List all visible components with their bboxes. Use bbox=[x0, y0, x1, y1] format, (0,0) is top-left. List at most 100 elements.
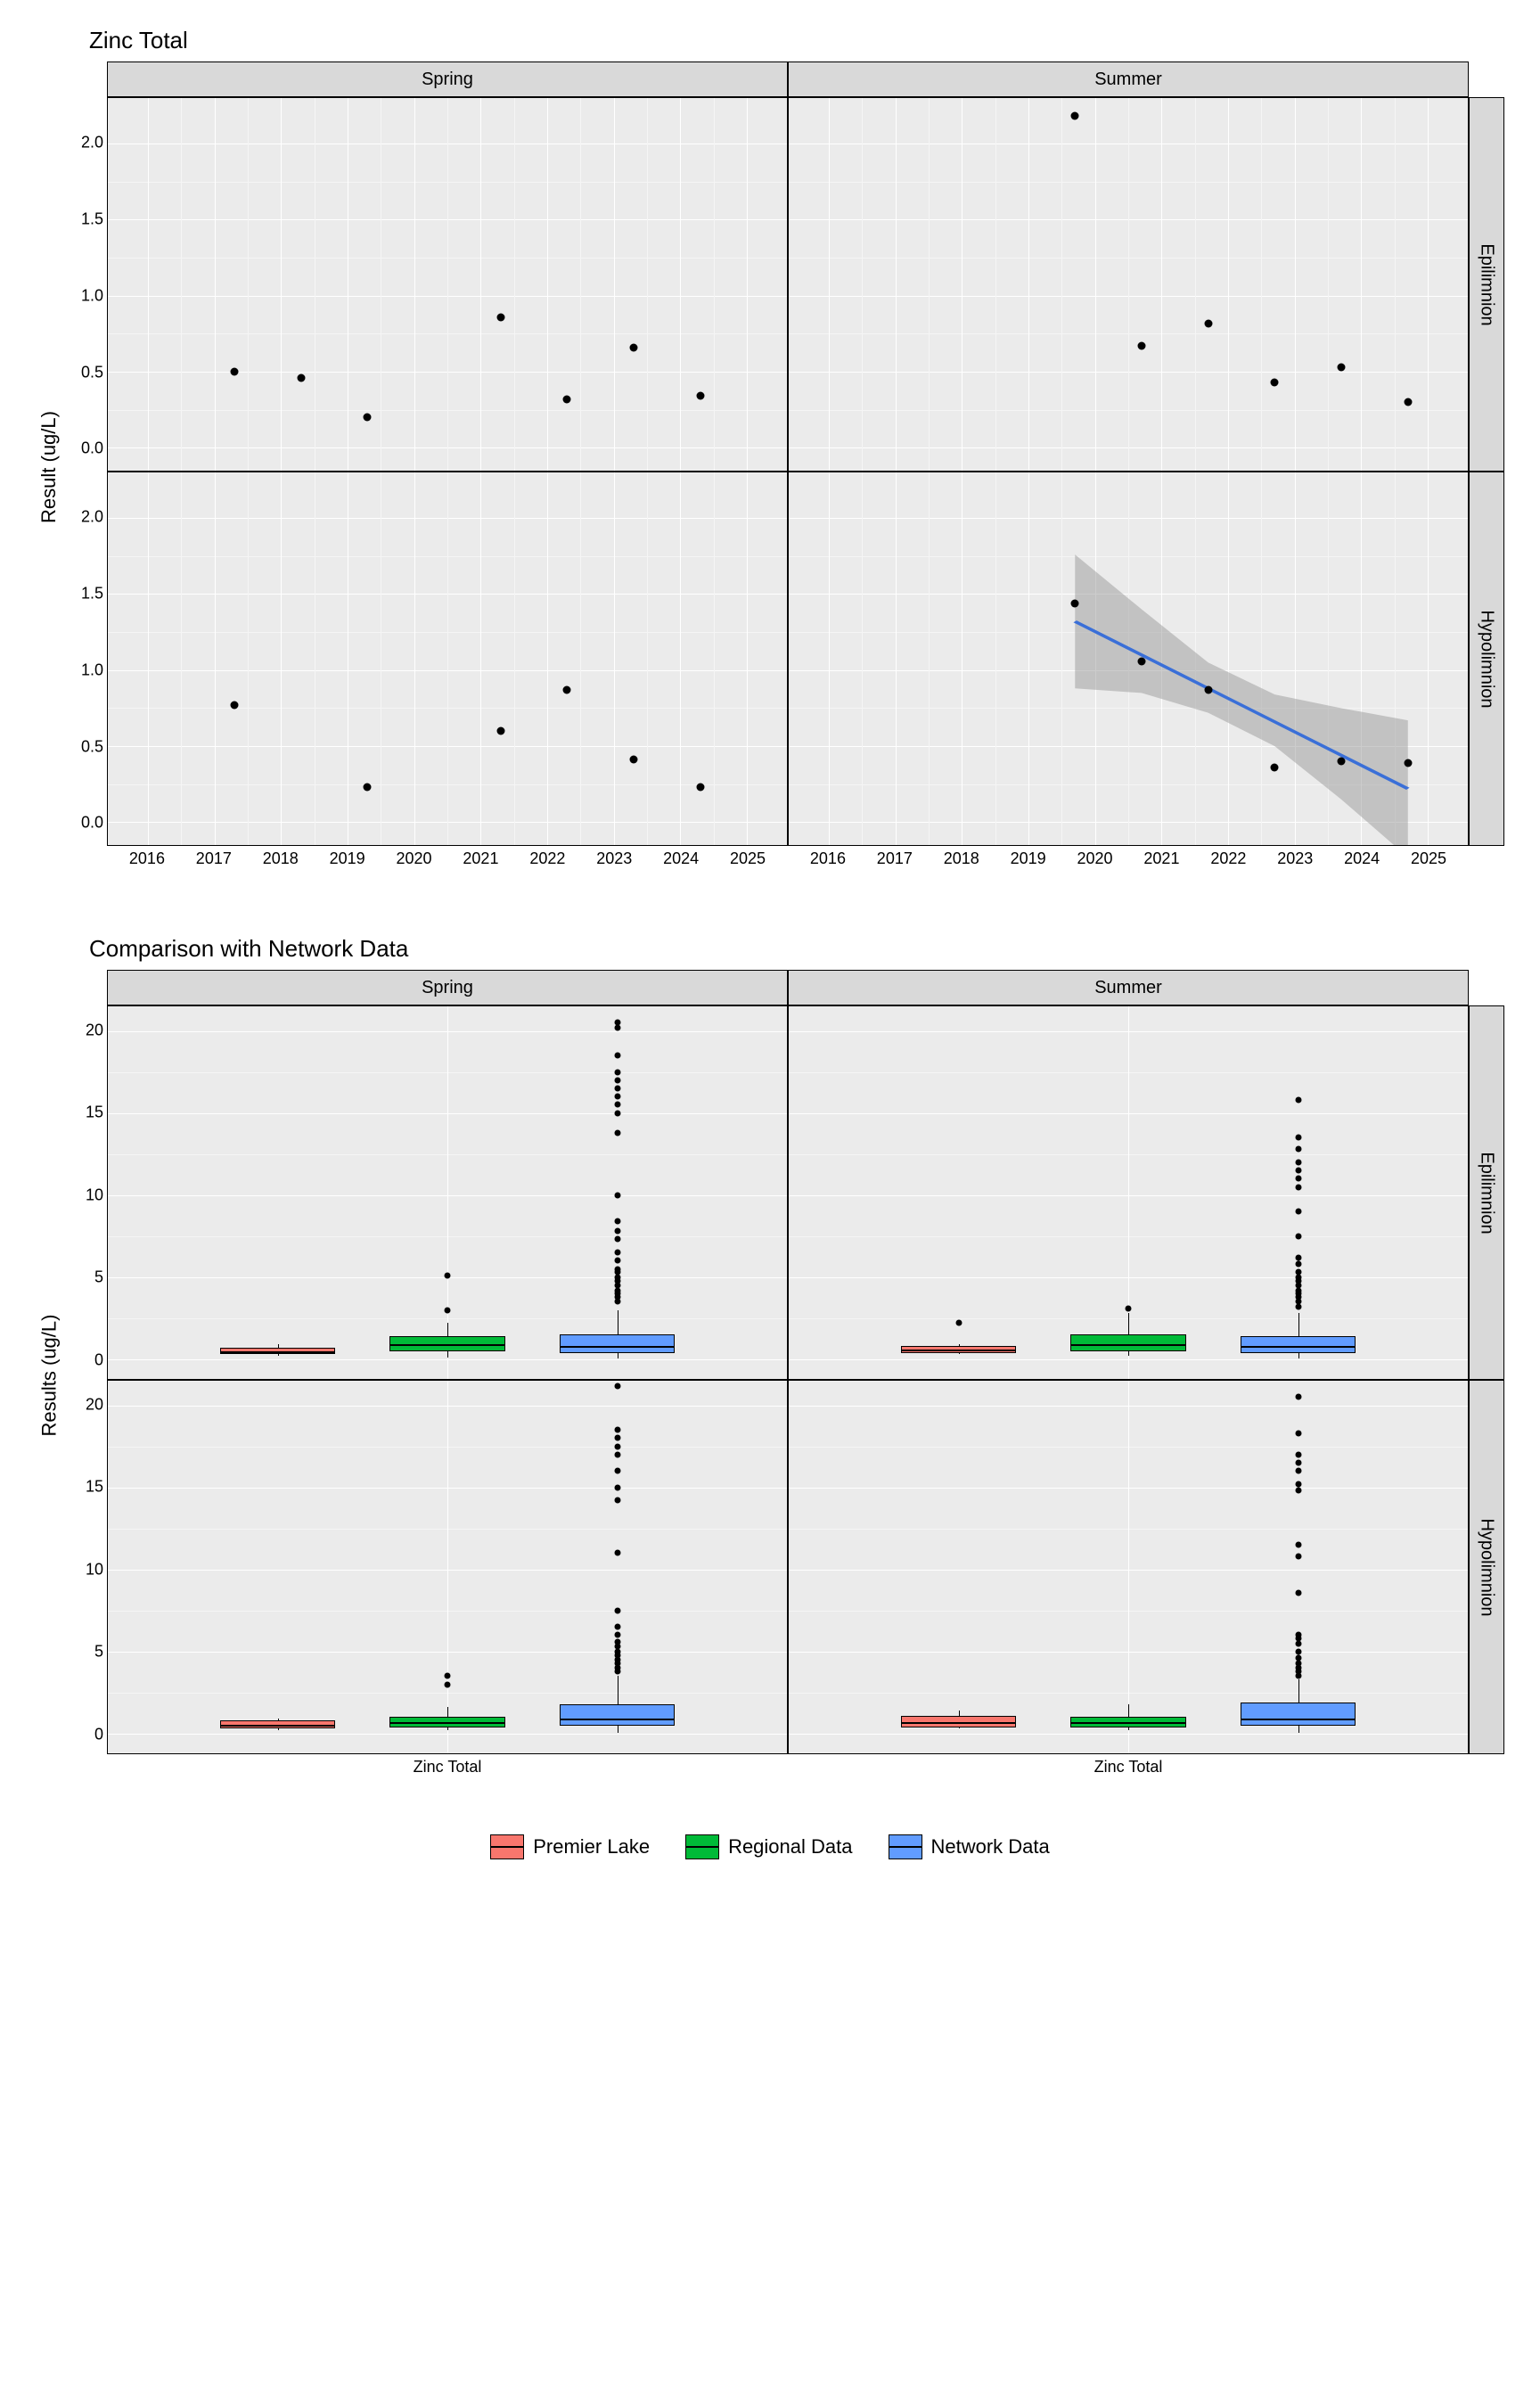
outlier-point bbox=[614, 1427, 620, 1433]
data-point bbox=[1404, 759, 1412, 767]
data-point bbox=[1204, 319, 1212, 327]
outlier-point bbox=[614, 1498, 620, 1504]
outlier-point bbox=[1295, 1451, 1301, 1457]
outlier-point bbox=[614, 1250, 620, 1256]
data-point bbox=[696, 784, 704, 792]
legend-item: Network Data bbox=[889, 1834, 1050, 1859]
bottom-chart-title: Comparison with Network Data bbox=[89, 935, 1504, 963]
data-point bbox=[1404, 398, 1412, 406]
outlier-point bbox=[1295, 1488, 1301, 1494]
data-point bbox=[630, 343, 638, 351]
facet-col-header: Summer bbox=[788, 62, 1469, 97]
box bbox=[220, 1348, 336, 1354]
data-point bbox=[1338, 363, 1346, 371]
outlier-point bbox=[1295, 1096, 1301, 1103]
outlier-point bbox=[1295, 1460, 1301, 1466]
outlier-point bbox=[1295, 1481, 1301, 1488]
facet-col-header: Summer bbox=[788, 970, 1469, 1005]
outlier-point bbox=[614, 1550, 620, 1556]
outlier-point bbox=[1295, 1168, 1301, 1174]
outlier-point bbox=[614, 1632, 620, 1638]
outlier-point bbox=[614, 1236, 620, 1243]
outlier-point bbox=[1126, 1305, 1132, 1311]
outlier-point bbox=[1295, 1176, 1301, 1182]
data-point bbox=[496, 727, 504, 735]
data-point bbox=[364, 784, 372, 792]
outlier-point bbox=[614, 1383, 620, 1389]
data-point bbox=[1204, 685, 1212, 693]
outlier-point bbox=[614, 1086, 620, 1092]
box bbox=[1070, 1717, 1186, 1727]
outlier-point bbox=[1295, 1261, 1301, 1268]
top-ylabel: Result (ug/L) bbox=[37, 411, 61, 523]
outlier-point bbox=[614, 1129, 620, 1136]
outlier-point bbox=[1295, 1554, 1301, 1560]
outlier-point bbox=[614, 1053, 620, 1059]
facet-row-header: Epilimnion bbox=[1469, 97, 1504, 472]
box bbox=[901, 1716, 1017, 1727]
outlier-point bbox=[614, 1451, 620, 1457]
outlier-point bbox=[614, 1638, 620, 1645]
outlier-point bbox=[1295, 1632, 1301, 1638]
legend-item: Premier Lake bbox=[490, 1834, 650, 1859]
box bbox=[901, 1346, 1017, 1352]
data-point bbox=[496, 313, 504, 321]
outlier-point bbox=[614, 1192, 620, 1198]
outlier-point bbox=[1295, 1655, 1301, 1662]
data-point bbox=[1137, 342, 1145, 350]
data-point bbox=[1071, 599, 1079, 607]
outlier-point bbox=[1295, 1589, 1301, 1596]
boxplot-panel bbox=[107, 1005, 788, 1380]
facet-row-header: Hypolimnion bbox=[1469, 472, 1504, 846]
top-chart: Result (ug/L) SpringSummer0.00.51.01.52.… bbox=[36, 62, 1504, 873]
data-point bbox=[696, 392, 704, 400]
outlier-point bbox=[1295, 1542, 1301, 1548]
outlier-point bbox=[614, 1443, 620, 1449]
data-point bbox=[1338, 758, 1346, 766]
data-point bbox=[563, 685, 571, 693]
data-point bbox=[297, 373, 305, 382]
boxplot-panel bbox=[788, 1380, 1469, 1754]
boxplot-panel bbox=[107, 1380, 788, 1754]
outlier-point bbox=[955, 1320, 962, 1326]
outlier-point bbox=[614, 1102, 620, 1108]
box bbox=[560, 1334, 676, 1352]
facet-col-header: Spring bbox=[107, 970, 788, 1005]
outlier-point bbox=[1295, 1468, 1301, 1474]
outlier-point bbox=[614, 1435, 620, 1441]
facet-row-header: Epilimnion bbox=[1469, 1005, 1504, 1380]
data-point bbox=[230, 702, 238, 710]
outlier-point bbox=[1295, 1233, 1301, 1239]
scatter-panel bbox=[107, 472, 788, 846]
data-point bbox=[1137, 657, 1145, 665]
outlier-point bbox=[445, 1272, 451, 1278]
outlier-point bbox=[614, 1069, 620, 1075]
outlier-point bbox=[614, 1219, 620, 1225]
box bbox=[560, 1704, 676, 1726]
bottom-chart: Results (ug/L) SpringSummer05101520Epili… bbox=[36, 970, 1504, 1781]
legend-item: Regional Data bbox=[685, 1834, 852, 1859]
outlier-point bbox=[445, 1673, 451, 1679]
data-point bbox=[364, 414, 372, 422]
outlier-point bbox=[614, 1228, 620, 1235]
outlier-point bbox=[614, 1077, 620, 1083]
outlier-point bbox=[614, 1094, 620, 1100]
bottom-ylabel: Results (ug/L) bbox=[37, 1315, 61, 1437]
outlier-point bbox=[614, 1624, 620, 1630]
scatter-panel bbox=[788, 97, 1469, 472]
scatter-panel bbox=[788, 472, 1469, 846]
box bbox=[1241, 1336, 1356, 1352]
outlier-point bbox=[1295, 1159, 1301, 1165]
box bbox=[1241, 1703, 1356, 1726]
outlier-point bbox=[445, 1307, 451, 1313]
outlier-point bbox=[1295, 1254, 1301, 1260]
data-point bbox=[563, 395, 571, 403]
outlier-point bbox=[614, 1468, 620, 1474]
outlier-point bbox=[614, 1484, 620, 1490]
facet-row-header: Hypolimnion bbox=[1469, 1380, 1504, 1754]
box bbox=[1070, 1334, 1186, 1350]
outlier-point bbox=[445, 1681, 451, 1687]
outlier-point bbox=[1295, 1135, 1301, 1141]
data-point bbox=[1271, 763, 1279, 771]
boxplot-panel bbox=[788, 1005, 1469, 1380]
